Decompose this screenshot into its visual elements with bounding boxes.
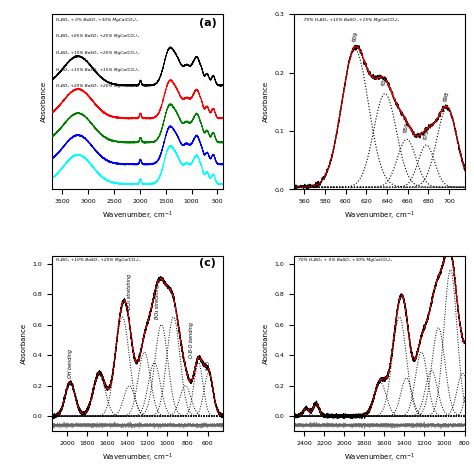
Y-axis label: Absorbance: Absorbance <box>21 323 27 365</box>
Text: M-O: M-O <box>206 361 211 370</box>
Text: H₃BO₃ +05% BaSO₄ +25% MgCa(CO₃)₂: H₃BO₃ +05% BaSO₄ +25% MgCa(CO₃)₂ <box>55 35 138 38</box>
Text: BO₃ stretshing: BO₃ stretshing <box>127 274 132 310</box>
Text: H₃BO₃ + 0% BaSO₄ +30% MgCa(CO₃)₂: H₃BO₃ + 0% BaSO₄ +30% MgCa(CO₃)₂ <box>55 18 137 22</box>
Text: H₃BO₃ +15% BaSO₄ +15% MgCa(CO₃)₂: H₃BO₃ +15% BaSO₄ +15% MgCa(CO₃)₂ <box>55 68 138 72</box>
X-axis label: Wavenumber, cm$^{-1}$: Wavenumber, cm$^{-1}$ <box>344 452 415 464</box>
Text: 638: 638 <box>381 75 389 87</box>
Y-axis label: Absorbance: Absorbance <box>263 81 269 122</box>
Text: . 70% H₃BO₃ +15% BaSO₄ +15% MgCa(CO₃)₂: . 70% H₃BO₃ +15% BaSO₄ +15% MgCa(CO₃)₂ <box>301 18 399 22</box>
Text: BO₄ stretshing: BO₄ stretshing <box>155 283 160 319</box>
Text: O-B-O bending: O-B-O bending <box>189 322 194 358</box>
Text: 659: 659 <box>403 122 410 133</box>
Text: H₃BO₃ +20% BaSO₄ +20% MgCa(CO₃)₂: H₃BO₃ +20% BaSO₄ +20% MgCa(CO₃)₂ <box>55 84 138 88</box>
X-axis label: Wavenumber, cm$^{-1}$: Wavenumber, cm$^{-1}$ <box>102 452 173 464</box>
Text: 698: 698 <box>443 91 451 102</box>
Text: (a): (a) <box>199 18 217 27</box>
Text: H₃BO₃ +10% BaSO₄ +20% MgCa(CO₃)₂: H₃BO₃ +10% BaSO₄ +20% MgCa(CO₃)₂ <box>55 258 140 262</box>
Text: H₃BO₃ +10% BaSO₄ +20% MgCa(CO₃)₂: H₃BO₃ +10% BaSO₄ +20% MgCa(CO₃)₂ <box>55 51 138 55</box>
Y-axis label: Absorbance: Absorbance <box>263 323 269 365</box>
Text: 678: 678 <box>422 128 430 140</box>
Text: OH bending: OH bending <box>68 349 73 378</box>
Text: (c): (c) <box>199 258 216 268</box>
Text: 70% H₃BO₃ + 0% BaSO₄ +30% MgCa(CO₃)₂: 70% H₃BO₃ + 0% BaSO₄ +30% MgCa(CO₃)₂ <box>298 258 392 262</box>
X-axis label: Wavenumber, cm$^{-1}$: Wavenumber, cm$^{-1}$ <box>102 210 173 222</box>
Text: 609: 609 <box>351 31 359 42</box>
X-axis label: Wavenumber, cm$^{-1}$: Wavenumber, cm$^{-1}$ <box>344 210 415 222</box>
Y-axis label: Absorbance: Absorbance <box>41 81 46 122</box>
